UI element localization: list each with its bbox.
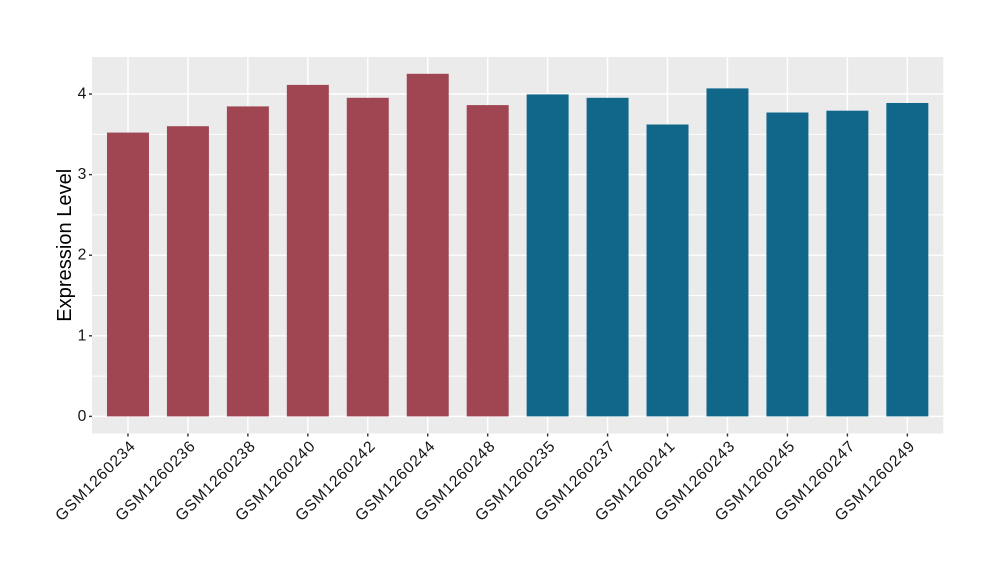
svg-text:4: 4 (78, 86, 87, 103)
svg-text:1: 1 (78, 327, 87, 344)
svg-text:2: 2 (78, 247, 87, 264)
svg-text:3: 3 (78, 166, 87, 183)
svg-text:Expression Level: Expression Level (54, 169, 76, 322)
svg-text:0: 0 (78, 408, 87, 425)
